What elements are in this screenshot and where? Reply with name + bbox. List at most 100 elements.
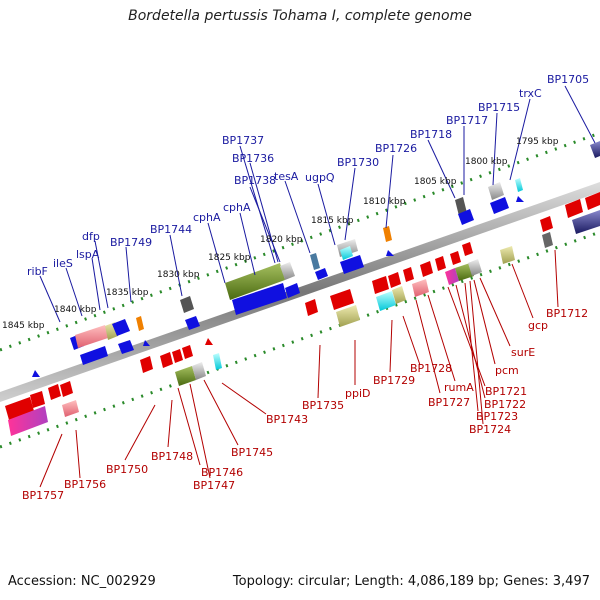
gene-label: BP1712 xyxy=(546,307,588,320)
gene-box xyxy=(192,362,206,380)
inner-track xyxy=(0,230,600,449)
gene-box xyxy=(136,316,144,331)
gene-label: lspA xyxy=(76,248,100,261)
gene-label: BP1735 xyxy=(302,399,344,412)
gene-label: ileS xyxy=(53,257,73,270)
gene-box xyxy=(458,209,474,225)
kbp-tick: 1820 kbp xyxy=(260,235,303,245)
gene-label: dfp xyxy=(82,230,100,243)
gene-label: BP1756 xyxy=(64,478,106,491)
gene-label: BP1757 xyxy=(22,489,64,502)
gene-label: BP1729 xyxy=(373,374,415,387)
gene-box xyxy=(315,268,328,280)
gene-box xyxy=(590,141,600,158)
gene-label: BP1730 xyxy=(337,156,379,169)
gene-box xyxy=(540,216,553,232)
genome-summary-text: Topology: circular; Length: 4,086,189 bp… xyxy=(232,574,590,589)
gene-label: rumA xyxy=(444,381,474,394)
gene-marker xyxy=(205,338,213,345)
gene-label: BP1724 xyxy=(469,423,511,436)
gene-label: BP1743 xyxy=(266,413,308,426)
gene-label: surE xyxy=(511,346,535,359)
gene-box xyxy=(445,268,459,285)
gene-box xyxy=(565,199,583,218)
gene-box xyxy=(585,192,600,210)
gene-box xyxy=(185,316,200,330)
genome-map[interactable]: 1845 kbp 1840 kbp 1835 kbp 1830 kbp 1825… xyxy=(0,0,600,560)
gene-box xyxy=(48,384,61,400)
kbp-tick: 1845 kbp xyxy=(2,321,45,331)
gene-label: BP1747 xyxy=(193,479,235,492)
gene-box xyxy=(340,255,364,274)
gene-box xyxy=(60,381,73,397)
kbp-tick-labels: 1845 kbp 1840 kbp 1835 kbp 1830 kbp 1825… xyxy=(2,137,559,331)
gene-box xyxy=(490,197,509,214)
gene-label: tesA xyxy=(274,170,299,183)
gene-box xyxy=(420,261,433,277)
gene-box xyxy=(305,299,318,316)
gene-box xyxy=(160,352,173,368)
gene-box xyxy=(30,391,45,408)
gene-label: ribF xyxy=(27,265,48,278)
gene-label: pcm xyxy=(495,364,519,377)
gene-label: BP1723 xyxy=(476,410,518,423)
gene-box xyxy=(232,283,287,315)
kbp-tick: 1835 kbp xyxy=(106,288,149,298)
gene-label: BP1705 xyxy=(547,73,589,86)
gene-label: BP1750 xyxy=(106,463,148,476)
gene-box xyxy=(455,197,467,216)
gene-label: BP1745 xyxy=(231,446,273,459)
gene-label: BP1718 xyxy=(410,128,452,141)
gene-box xyxy=(376,291,396,311)
kbp-tick: 1815 kbp xyxy=(311,216,354,226)
gene-label: gcp xyxy=(528,319,548,332)
gene-box xyxy=(8,406,48,436)
gene-marker xyxy=(32,370,40,377)
gene-marker xyxy=(516,196,524,202)
gene-label: BP1715 xyxy=(478,101,520,114)
gene-label: BP1736 xyxy=(232,152,274,165)
gene-box xyxy=(435,256,446,271)
gene-box xyxy=(542,232,553,248)
reverse-genes xyxy=(5,192,600,436)
gene-label: BP1748 xyxy=(151,450,193,463)
gene-label: BP1744 xyxy=(150,223,192,236)
gene-box xyxy=(75,325,108,348)
gene-label: BP1737 xyxy=(222,134,264,147)
gene-label: BP1749 xyxy=(110,236,152,249)
forward-genes xyxy=(32,141,600,377)
gene-label: ppiD xyxy=(345,387,371,400)
gene-label: cphA xyxy=(223,201,251,214)
gene-box xyxy=(488,182,504,200)
kbp-tick: 1800 kbp xyxy=(465,157,508,167)
gene-box xyxy=(455,263,474,281)
outer-track xyxy=(0,131,600,352)
gene-box xyxy=(62,400,79,417)
gene-label: BP1727 xyxy=(428,396,470,409)
gene-label: BP1738 xyxy=(234,174,276,187)
gene-label: BP1722 xyxy=(484,398,526,411)
gene-marker xyxy=(386,250,394,256)
kbp-tick: 1810 kbp xyxy=(363,197,406,207)
gene-marker xyxy=(285,283,300,298)
gene-marker xyxy=(143,340,150,346)
gene-label: ugpQ xyxy=(305,171,335,184)
bottom-gene-labels: BP1757 BP1756 BP1750 BP1748 BP1746 BP174… xyxy=(22,307,588,502)
gene-label: BP1726 xyxy=(375,142,417,155)
gene-box xyxy=(468,259,482,276)
gene-label: BP1728 xyxy=(410,362,452,375)
gene-box xyxy=(140,356,153,373)
gene-box xyxy=(182,345,193,359)
kbp-tick: 1840 kbp xyxy=(54,305,97,315)
gene-box xyxy=(462,242,473,256)
kbp-tick: 1830 kbp xyxy=(157,270,200,280)
accession-text: Accession: NC_002929 xyxy=(8,574,156,589)
gene-box xyxy=(392,286,406,304)
gene-box xyxy=(450,251,461,265)
gene-label: cphA xyxy=(193,211,221,224)
gene-box xyxy=(372,276,389,294)
kbp-tick: 1795 kbp xyxy=(516,137,559,147)
bottom-label-leaders xyxy=(39,249,559,488)
gene-box xyxy=(80,346,108,365)
gene-box xyxy=(172,349,183,363)
